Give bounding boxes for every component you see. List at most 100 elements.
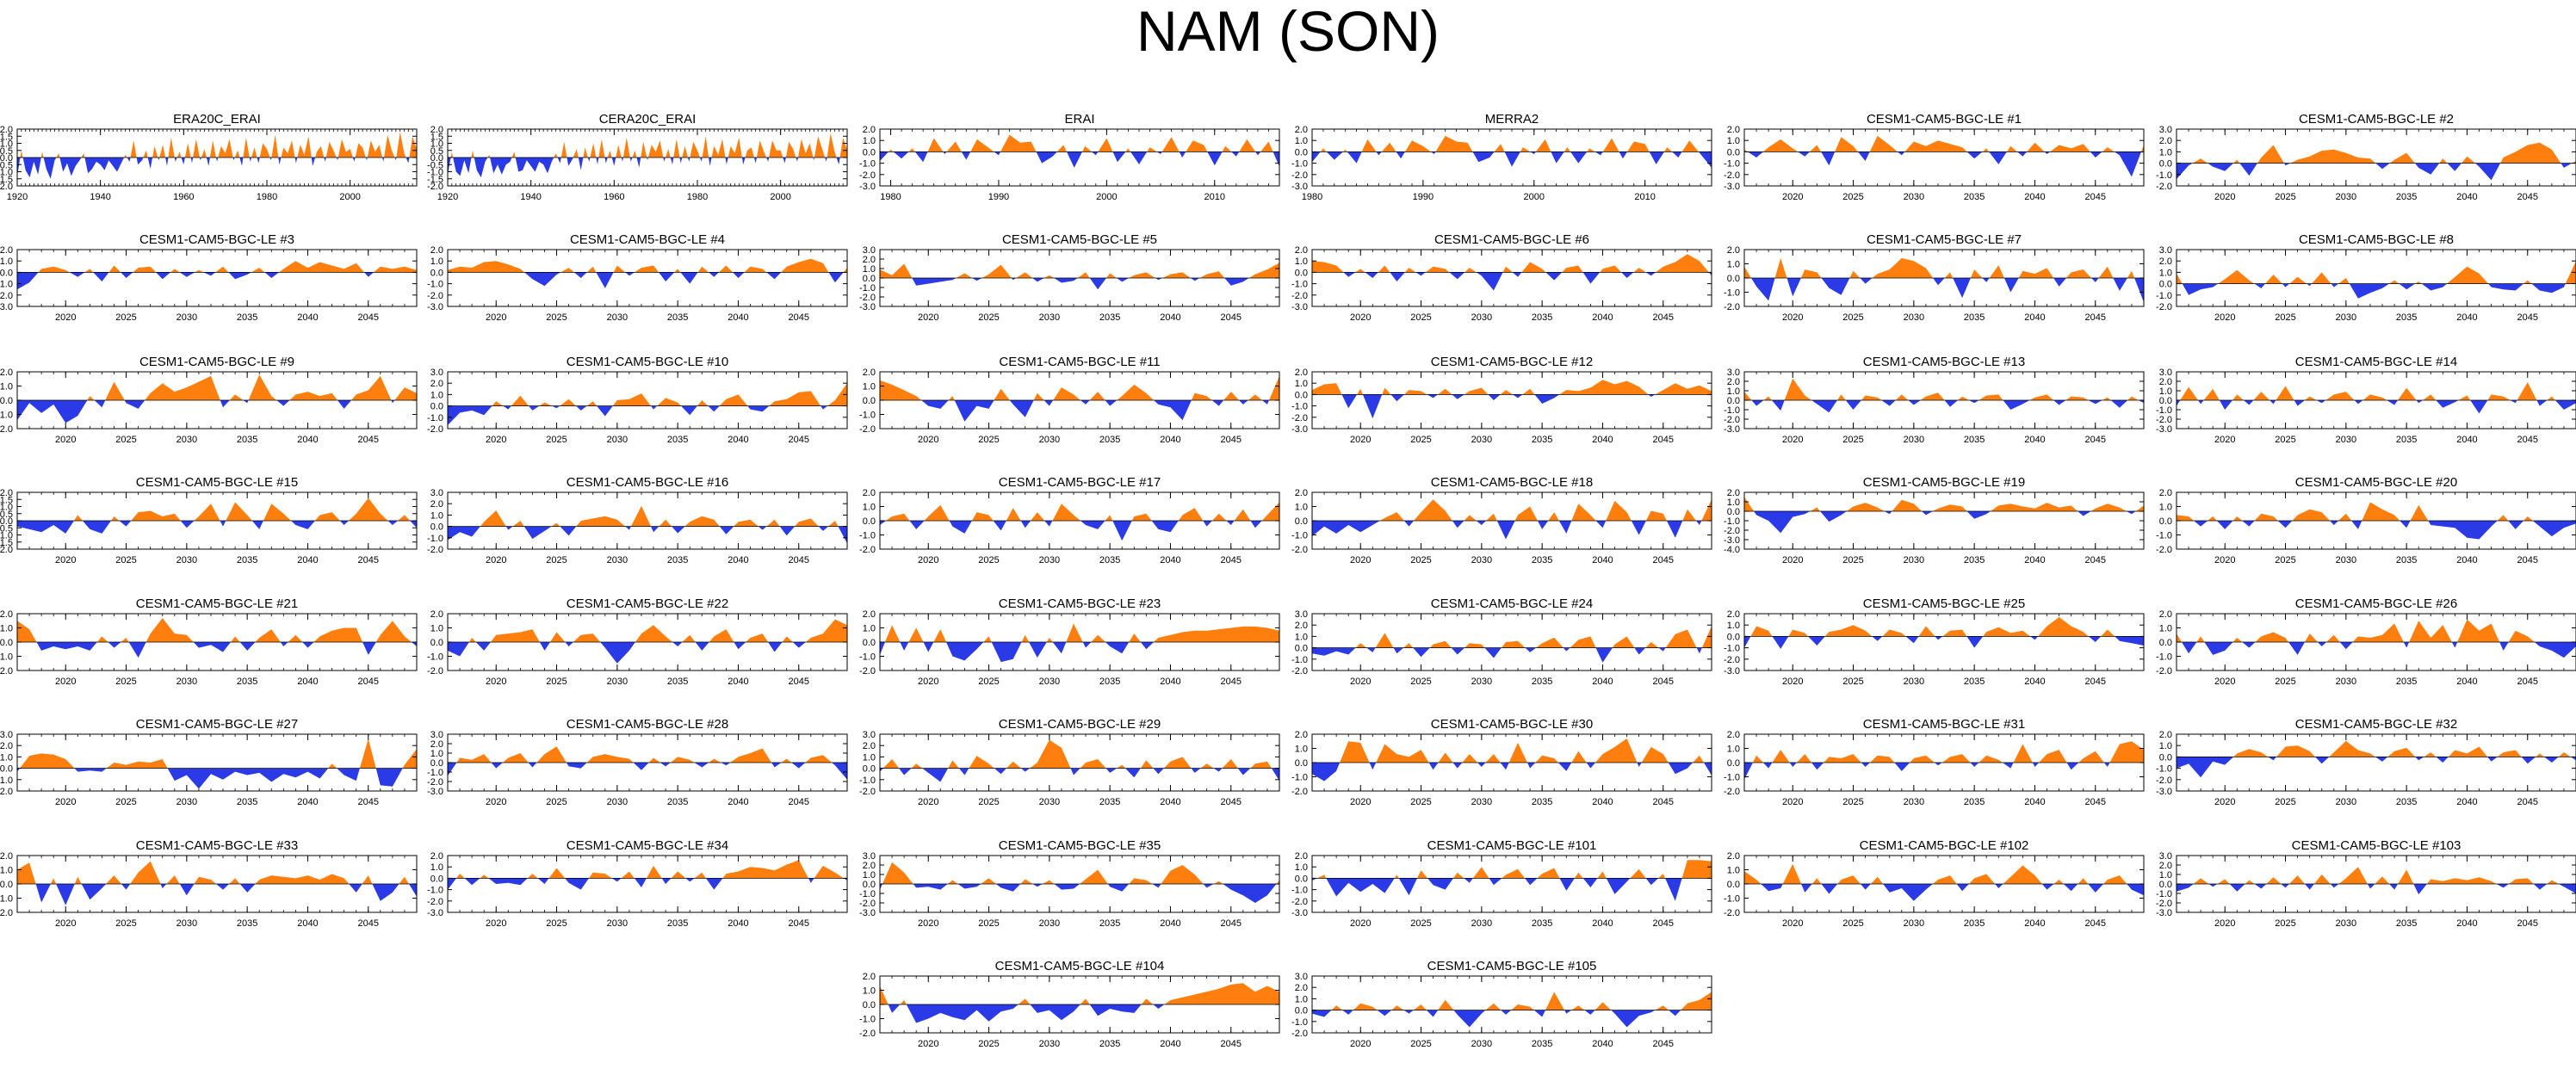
panel-title: CESM1-CAM5-BGC-LE #25 [1863, 596, 2025, 611]
x-tick-label: 2020 [1350, 677, 1371, 687]
y-tick-label: 1.0 [863, 382, 876, 392]
panel-36: CESM1-CAM5-BGC-LE #32 2.01.00.0-1.0-2.0-3… [2156, 717, 2576, 807]
y-tick-label: 2.0 [2159, 136, 2172, 146]
y-tick-label: -3.0 [2156, 787, 2172, 797]
negative-area [2177, 400, 2576, 414]
y-tick-label: -1.0 [0, 168, 13, 178]
x-tick-label: 2040 [2456, 797, 2477, 807]
y-tick-label: 1.0 [1727, 745, 1740, 755]
x-tick-label: 2035 [1099, 677, 1120, 687]
panel-title: CESM1-CAM5-BGC-LE #1 [1867, 112, 2022, 127]
y-tick-label: 1.0 [0, 503, 13, 513]
panel-32: CESM1-CAM5-BGC-LE #28 3.02.01.00.0-1.0-2.… [427, 717, 848, 807]
x-tick-label: 2040 [728, 797, 748, 807]
x-tick-label: 2030 [2336, 918, 2356, 929]
x-tick-label: 2020 [2214, 312, 2235, 323]
x-tick-label: 2030 [1904, 192, 1924, 202]
x-tick-label: 2035 [1964, 555, 1985, 565]
panel-title: CESM1-CAM5-BGC-LE #11 [999, 355, 1160, 369]
x-tick-label: 2020 [55, 435, 76, 445]
y-tick-label: -2.0 [859, 293, 876, 303]
y-tick-label: 2.0 [430, 739, 443, 750]
x-tick-label: 2045 [358, 677, 379, 687]
y-tick-label: 0.0 [1727, 758, 1740, 769]
y-tick-label: -1.0 [0, 894, 13, 905]
plot-frame [447, 371, 848, 429]
x-tick-label: 2030 [1904, 797, 1924, 807]
x-tick-label: 2025 [2275, 918, 2295, 929]
positive-area [17, 861, 417, 884]
x-tick-label: 2020 [55, 312, 76, 323]
y-tick-label: 0.0 [0, 880, 13, 890]
positive-area [2177, 142, 2576, 164]
y-tick-label: 1.0 [863, 870, 876, 881]
y-tick-label: -2.0 [859, 666, 876, 677]
x-tick-label: 2045 [1653, 555, 1674, 565]
positive-area [1744, 863, 2144, 884]
x-tick-label: 2040 [2456, 555, 2477, 565]
x-tick-label: 2020 [2214, 555, 2235, 565]
y-tick-label: 1.0 [1295, 994, 1308, 1004]
y-tick-label: 1.0 [1295, 379, 1308, 389]
panel-title: CESM1-CAM5-BGC-LE #14 [2295, 355, 2457, 369]
x-tick-label: 2020 [1350, 555, 1371, 565]
y-tick-label: 2.0 [863, 972, 876, 982]
panel-title: CESM1-CAM5-BGC-LE #4 [570, 232, 725, 247]
y-tick-label: -1.0 [0, 652, 13, 663]
y-tick-label: 1.0 [1727, 497, 1740, 508]
x-tick-label: 2040 [1160, 555, 1180, 565]
y-tick-label: 1.0 [2159, 268, 2172, 278]
y-tick-label: 1.0 [1727, 260, 1740, 270]
y-tick-label: -3.0 [859, 182, 876, 192]
negative-area [1312, 647, 1712, 663]
y-tick-label: 2.0 [430, 379, 443, 389]
x-tick-label: 2035 [1099, 312, 1120, 323]
x-tick-label: 2020 [1350, 312, 1371, 323]
positive-area [1312, 860, 1712, 879]
positive-area [880, 263, 1279, 278]
y-tick-label: 0.5 [430, 146, 443, 157]
y-tick-label: 1.0 [863, 624, 876, 634]
positive-area [2177, 261, 2576, 284]
x-tick-label: 2030 [1039, 677, 1060, 687]
x-tick-label: 2040 [728, 435, 748, 445]
positive-area [1312, 626, 1712, 648]
y-tick-label: 2.0 [1727, 851, 1740, 862]
y-tick-label: -1.0 [2156, 405, 2172, 416]
y-tick-label: -2.0 [1724, 787, 1740, 797]
x-tick-label: 2035 [1099, 797, 1120, 807]
x-tick-label: 2030 [607, 555, 628, 565]
y-tick-label: -2.0 [859, 1029, 876, 1039]
y-tick-label: -2.0 [427, 545, 443, 555]
positive-area [880, 134, 1279, 152]
positive-area [17, 374, 417, 400]
y-tick-label: 0.0 [863, 880, 876, 890]
y-tick-label: -2.0 [2156, 545, 2172, 555]
y-tick-label: 2.0 [1295, 983, 1308, 993]
panel-22: CESM1-CAM5-BGC-LE #18 2.0 1.0 0.0 -1.0 -2.0 20… [1291, 475, 1712, 565]
x-tick-label: 2035 [667, 435, 688, 445]
y-tick-label: 1.0 [2159, 503, 2172, 513]
y-tick-label: 1.0 [1727, 386, 1740, 397]
x-tick-label: 2030 [607, 312, 628, 323]
panel-13: CESM1-CAM5-BGC-LE #9 2.0 1.0 0.0 -1.0 -2.0 202… [0, 355, 418, 445]
x-tick-label: 2020 [1350, 918, 1371, 929]
y-tick-label: -2.0 [0, 666, 13, 677]
x-tick-label: 2000 [1524, 192, 1545, 202]
positive-area [880, 502, 1279, 521]
y-tick-label: -2.0 [1291, 545, 1308, 555]
panel-title: CESM1-CAM5-BGC-LE #105 [1427, 959, 1597, 973]
x-tick-label: 2030 [1039, 1039, 1060, 1049]
x-tick-label: 2035 [2396, 435, 2417, 445]
panel-title: CESM1-CAM5-BGC-LE #5 [1002, 232, 1157, 247]
y-tick-label: -2.0 [0, 787, 13, 797]
positive-area [2177, 382, 2576, 400]
y-tick-label: 2.0 [0, 488, 13, 498]
y-tick-label: -2.0 [859, 170, 876, 181]
panel-28: CESM1-CAM5-BGC-LE #24 3.02.01.0 0.0-1.0-2.… [1291, 596, 1712, 687]
y-tick-label: -2.0 [427, 897, 443, 907]
y-tick-label: 0.0 [0, 638, 13, 648]
y-tick-label: -3.0 [0, 302, 13, 312]
x-tick-label: 2030 [2336, 312, 2356, 323]
